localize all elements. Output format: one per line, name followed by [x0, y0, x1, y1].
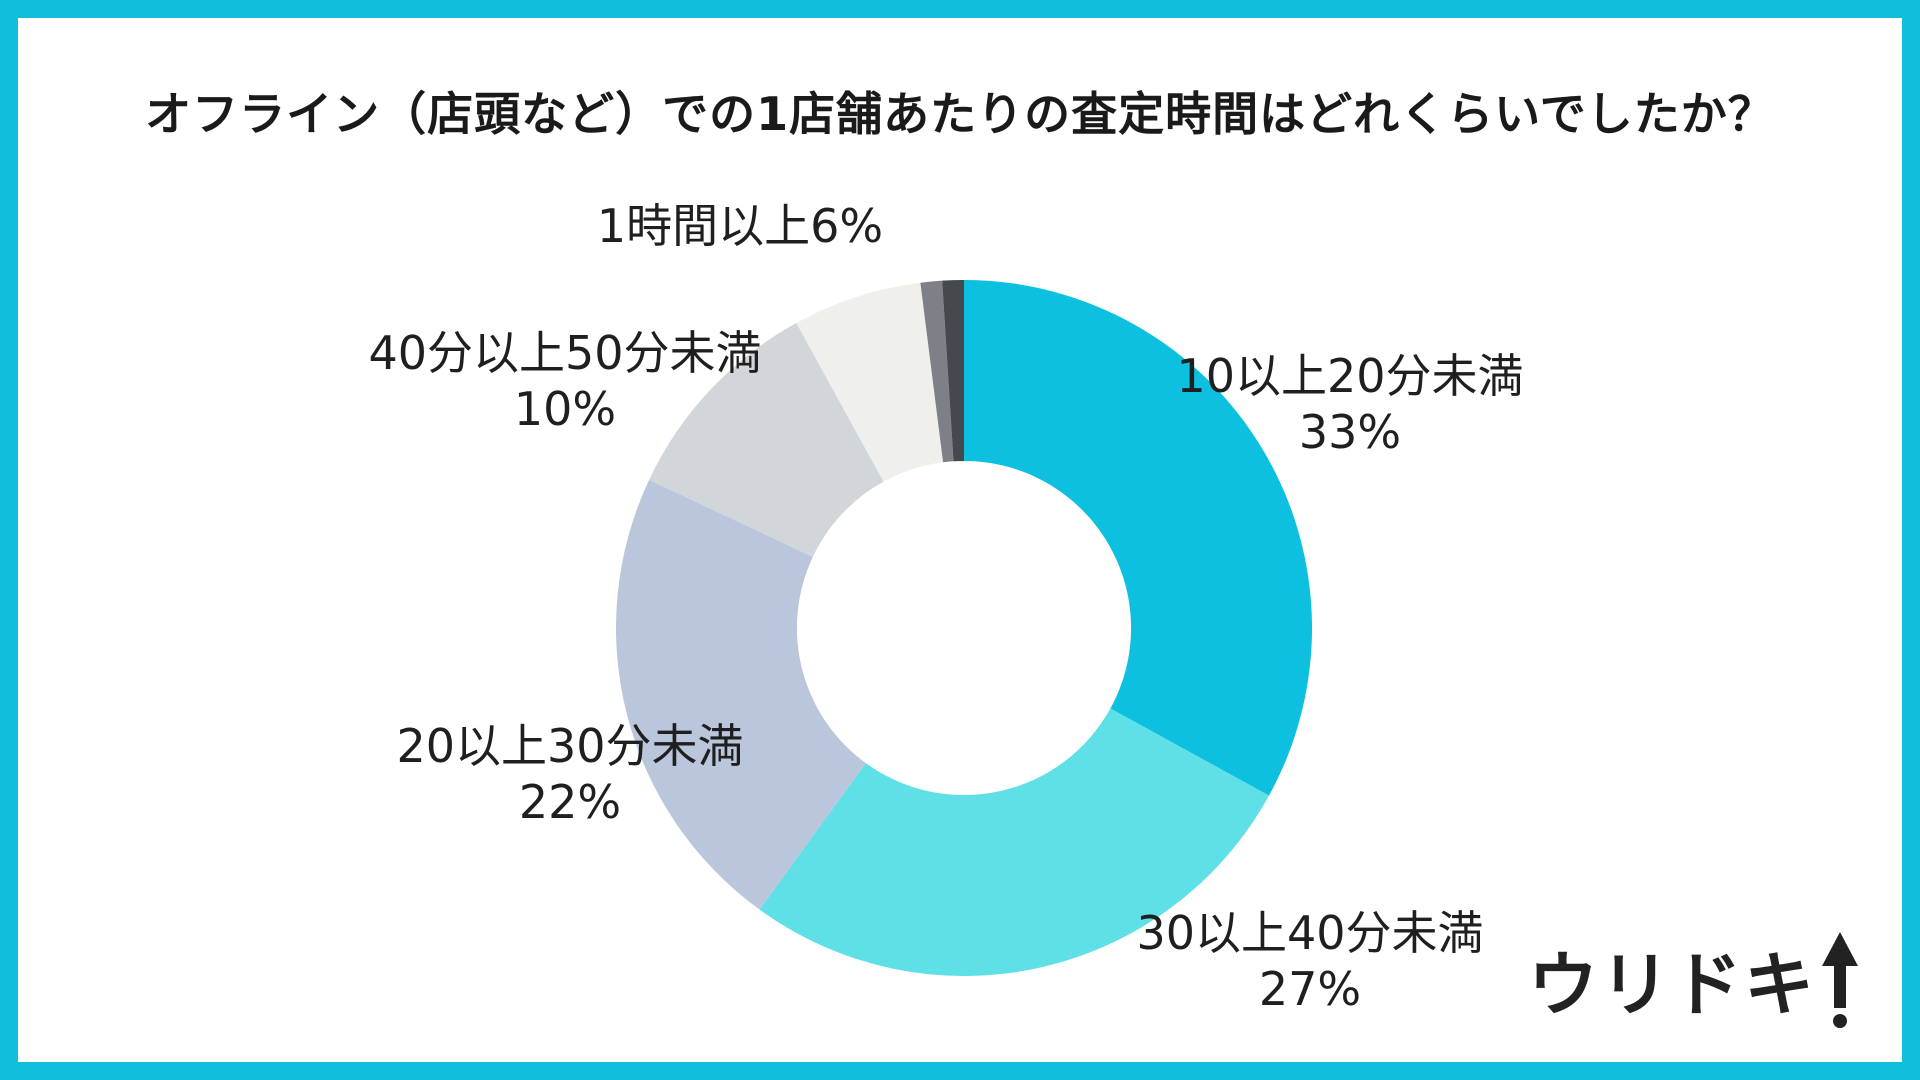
label-40-50: 40分以上50分未満 10% [335, 325, 795, 437]
donut-slice-3 [649, 323, 884, 557]
up-arrow-icon [1822, 932, 1858, 1028]
label-40-50-pct: 10% [513, 382, 617, 436]
label-30-40-pct: 27% [1258, 962, 1362, 1016]
donut-slice-4 [796, 282, 944, 482]
donut-slice-6 [942, 280, 964, 462]
label-1h-plus-text: 1時間以上6% [560, 198, 920, 254]
label-10-20-pct: 33% [1298, 405, 1402, 459]
label-30-40-category: 30以上40分未満 [1136, 906, 1484, 960]
donut-slice-2 [616, 479, 866, 910]
label-20-30: 20以上30分未満 22% [360, 718, 780, 830]
label-1h-plus: 1時間以上6% [560, 198, 920, 254]
donut-slice-0 [964, 280, 1312, 796]
label-1h-plus-pct: 6% [810, 199, 884, 253]
label-10-20: 10以上20分未満 33% [1150, 348, 1550, 460]
label-30-40: 30以上40分未満 27% [1100, 905, 1520, 1017]
label-1h-plus-category: 1時間以上 [596, 199, 811, 253]
label-20-30-pct: 22% [518, 775, 622, 829]
brand-logo: ウリドキ [1528, 929, 1860, 1030]
label-10-20-category: 10以上20分未満 [1176, 349, 1524, 403]
label-40-50-category: 40分以上50分未満 [368, 326, 762, 380]
donut-slice-5 [920, 280, 954, 463]
donut-slice-1 [759, 708, 1269, 977]
chart-title: オフライン（店頭など）での1店舗あたりの査定時間はどれくらいでしたか？ [145, 87, 1775, 141]
label-20-30-category: 20以上30分未満 [396, 719, 744, 773]
logo-text: ウリドキ [1528, 944, 1816, 1026]
